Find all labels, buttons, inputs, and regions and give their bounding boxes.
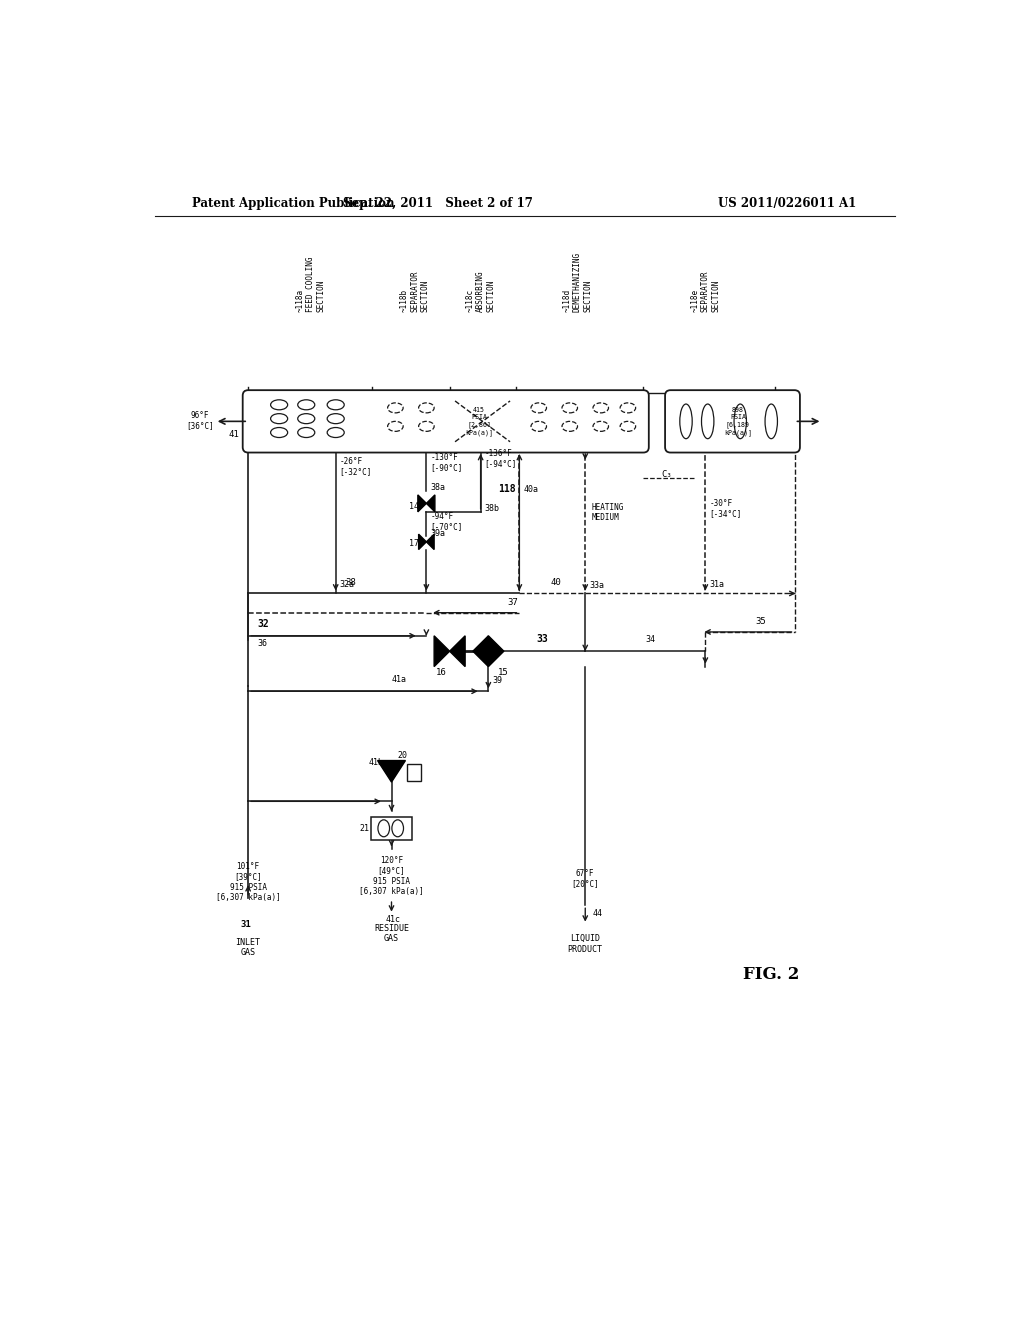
Text: -130°F
[-90°C]: -130°F [-90°C] bbox=[430, 453, 463, 473]
Text: 17: 17 bbox=[410, 539, 419, 548]
Text: ~118d
DEMETHANIZING
SECTION: ~118d DEMETHANIZING SECTION bbox=[562, 252, 593, 313]
Polygon shape bbox=[426, 495, 435, 512]
Polygon shape bbox=[419, 535, 426, 549]
Text: 38b: 38b bbox=[484, 504, 500, 513]
Text: 38: 38 bbox=[345, 578, 355, 587]
Ellipse shape bbox=[328, 428, 344, 437]
Polygon shape bbox=[378, 760, 406, 781]
Text: 38a: 38a bbox=[430, 483, 445, 492]
Text: 33a: 33a bbox=[589, 581, 604, 590]
Text: 33: 33 bbox=[537, 634, 548, 644]
Text: HEATING
MEDIUM: HEATING MEDIUM bbox=[592, 503, 624, 523]
Text: 16: 16 bbox=[435, 668, 446, 677]
Ellipse shape bbox=[562, 421, 578, 432]
Text: 41: 41 bbox=[228, 429, 240, 438]
Text: 898
PSIA
[6,189
kPa(a)]: 898 PSIA [6,189 kPa(a)] bbox=[724, 407, 752, 436]
Text: LIQUID
PRODUCT: LIQUID PRODUCT bbox=[567, 935, 603, 953]
Ellipse shape bbox=[531, 403, 547, 413]
Text: ~118e
SEPARATOR
SECTION: ~118e SEPARATOR SECTION bbox=[690, 271, 720, 313]
Ellipse shape bbox=[270, 428, 288, 437]
Ellipse shape bbox=[593, 421, 608, 432]
Text: 101°F
[39°C]
915 PSIA
[6,307 kPa(a)]: 101°F [39°C] 915 PSIA [6,307 kPa(a)] bbox=[216, 862, 281, 903]
Text: 40: 40 bbox=[550, 578, 561, 587]
Text: Sep. 22, 2011   Sheet 2 of 17: Sep. 22, 2011 Sheet 2 of 17 bbox=[343, 197, 532, 210]
Ellipse shape bbox=[328, 400, 344, 409]
Ellipse shape bbox=[680, 404, 692, 438]
Polygon shape bbox=[473, 636, 488, 667]
Text: 415
PSIA
[2,861
kPa(a)]: 415 PSIA [2,861 kPa(a)] bbox=[465, 407, 494, 436]
Text: 37: 37 bbox=[508, 598, 518, 607]
Ellipse shape bbox=[531, 421, 547, 432]
Ellipse shape bbox=[298, 400, 314, 409]
Bar bbox=[407, 763, 421, 780]
Text: 21: 21 bbox=[359, 824, 369, 833]
Text: Patent Application Publication: Patent Application Publication bbox=[191, 197, 394, 210]
Text: C₃: C₃ bbox=[662, 470, 672, 479]
Text: ~118b
SEPARATOR
SECTION: ~118b SEPARATOR SECTION bbox=[399, 271, 430, 313]
Text: -30°F
[-34°C]: -30°F [-34°C] bbox=[710, 499, 741, 519]
Text: 39a: 39a bbox=[430, 529, 445, 537]
Text: -26°F
[-32°C]: -26°F [-32°C] bbox=[340, 457, 372, 477]
Ellipse shape bbox=[701, 404, 714, 438]
Text: -136°F
[-94°C]: -136°F [-94°C] bbox=[484, 449, 517, 469]
Text: 44: 44 bbox=[593, 908, 603, 917]
Text: 41c: 41c bbox=[385, 915, 400, 924]
Polygon shape bbox=[434, 636, 450, 667]
Text: 34: 34 bbox=[645, 635, 655, 644]
Polygon shape bbox=[426, 535, 434, 549]
Text: ~118a
FEED COOLING
SECTION: ~118a FEED COOLING SECTION bbox=[295, 257, 325, 313]
Ellipse shape bbox=[562, 403, 578, 413]
Ellipse shape bbox=[419, 403, 434, 413]
Text: FIG. 2: FIG. 2 bbox=[743, 966, 800, 983]
Text: 39: 39 bbox=[493, 676, 502, 685]
Text: US 2011/0226011 A1: US 2011/0226011 A1 bbox=[718, 197, 856, 210]
FancyBboxPatch shape bbox=[243, 391, 649, 453]
FancyBboxPatch shape bbox=[665, 391, 800, 453]
Ellipse shape bbox=[621, 421, 636, 432]
Ellipse shape bbox=[298, 428, 314, 437]
Polygon shape bbox=[418, 495, 426, 512]
Text: 36: 36 bbox=[257, 639, 267, 648]
Ellipse shape bbox=[298, 413, 314, 424]
Text: 35: 35 bbox=[756, 616, 767, 626]
Ellipse shape bbox=[388, 403, 403, 413]
Ellipse shape bbox=[593, 403, 608, 413]
Text: 32: 32 bbox=[257, 619, 269, 630]
Text: 96°F
[36°C]: 96°F [36°C] bbox=[186, 411, 214, 430]
Polygon shape bbox=[450, 636, 465, 667]
Bar bbox=[372, 817, 412, 840]
Text: 118: 118 bbox=[498, 484, 515, 495]
Text: RESIDUE
GAS: RESIDUE GAS bbox=[374, 924, 409, 944]
Ellipse shape bbox=[378, 820, 389, 837]
Text: 14: 14 bbox=[410, 502, 419, 511]
Ellipse shape bbox=[621, 403, 636, 413]
Text: 31a: 31a bbox=[710, 579, 724, 589]
Ellipse shape bbox=[388, 421, 403, 432]
Polygon shape bbox=[488, 636, 504, 667]
Text: ~118c
ABSORBING
SECTION: ~118c ABSORBING SECTION bbox=[466, 271, 496, 313]
Ellipse shape bbox=[419, 421, 434, 432]
Ellipse shape bbox=[392, 820, 403, 837]
Ellipse shape bbox=[734, 404, 746, 438]
Text: 32a: 32a bbox=[340, 579, 354, 589]
Ellipse shape bbox=[270, 400, 288, 409]
Text: INLET
GAS: INLET GAS bbox=[236, 939, 261, 957]
Ellipse shape bbox=[765, 404, 777, 438]
Text: 15: 15 bbox=[498, 668, 509, 677]
Text: 67°F
[20°C]: 67°F [20°C] bbox=[571, 869, 599, 888]
Text: 20: 20 bbox=[397, 751, 408, 759]
Text: 41b: 41b bbox=[369, 759, 383, 767]
Text: 40a: 40a bbox=[523, 484, 539, 494]
Ellipse shape bbox=[270, 413, 288, 424]
Text: 120°F
[49°C]
915 PSIA
[6,307 kPa(a)]: 120°F [49°C] 915 PSIA [6,307 kPa(a)] bbox=[359, 855, 424, 896]
Text: -94°F
[-70°C]: -94°F [-70°C] bbox=[430, 512, 463, 532]
Ellipse shape bbox=[328, 413, 344, 424]
Text: 41a: 41a bbox=[391, 675, 407, 684]
Text: 31: 31 bbox=[241, 920, 251, 929]
